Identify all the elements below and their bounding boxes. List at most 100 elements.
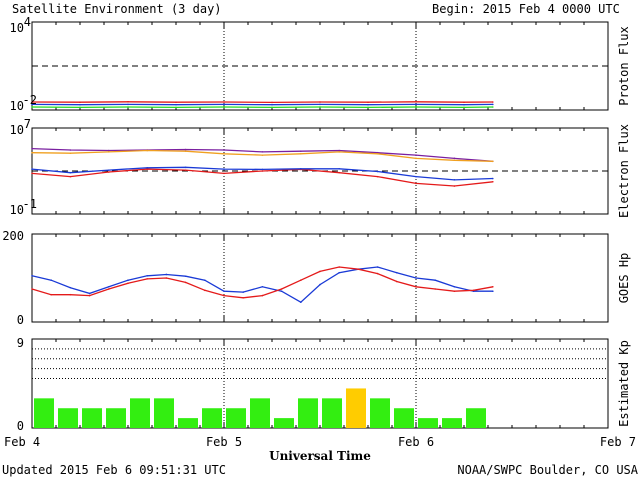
- goes-hp-series-1: [31, 266, 493, 299]
- proton-series-1-point: [175, 103, 177, 106]
- electron-ytick-top: 10: [10, 123, 24, 137]
- electron-series-2-point: [31, 172, 33, 175]
- goes-hp-series-0-point: [434, 279, 437, 282]
- electron-series-0-point: [69, 149, 72, 151]
- goes-hp-series-0-point: [415, 277, 417, 279]
- electron-series-1-point: [184, 150, 187, 152]
- electron-flux-panel: 10 710-1 Electron Flux: [10, 117, 631, 218]
- electron-series-0-point: [31, 147, 33, 150]
- proton-ytick-top: 10: [10, 21, 24, 35]
- proton-series-0: [31, 101, 493, 104]
- x-tick-feb7: Feb 7: [600, 435, 636, 449]
- electron-series-3-point: [376, 170, 379, 173]
- proton-series-0-point: [367, 101, 369, 104]
- kp-bar: [154, 398, 174, 428]
- kp-bar: [298, 398, 318, 428]
- kp-bar: [250, 398, 270, 428]
- electron-series-2-point: [415, 182, 417, 185]
- proton-series-1-point: [367, 103, 369, 106]
- kp-bar: [394, 408, 414, 428]
- electron-ytick-bottom: 10: [10, 203, 24, 217]
- kp-ytick-top: 9: [17, 336, 24, 350]
- proton-series-2-point: [271, 106, 273, 109]
- kp-bar: [58, 408, 78, 428]
- goes-hp-series-0-point: [108, 286, 110, 288]
- kp-bar: [82, 408, 102, 428]
- goes-hp-series-1-point: [434, 288, 437, 290]
- goes-hp-series-0-point: [396, 271, 398, 274]
- electron-series-3-point: [300, 168, 302, 170]
- proton-series-2-point: [223, 106, 225, 108]
- proton-series-1-point: [319, 103, 321, 106]
- proton-series-1-point: [415, 103, 417, 106]
- proton-ytick-top-exponent: 4: [24, 15, 31, 29]
- proton-series-1-point: [79, 103, 81, 106]
- electron-series-0-point: [108, 149, 110, 152]
- proton-ytick-bottom: 10: [10, 99, 24, 113]
- proton-series-0-point: [127, 101, 129, 103]
- kp-bar: [178, 418, 198, 428]
- proton-series-1-point: [492, 103, 494, 106]
- goes-hp-series-0-point: [492, 290, 494, 293]
- goes-hp-series-1-point: [280, 288, 283, 290]
- electron-series-3-point: [415, 175, 417, 178]
- electron-series-3-point: [492, 177, 494, 180]
- goes-ytick-bottom: 0: [17, 313, 24, 327]
- kp-bar: [346, 388, 366, 428]
- electron-series-2-point: [108, 171, 110, 173]
- proton-series-0-point: [415, 101, 417, 103]
- panel-frame: [31, 21, 609, 111]
- electron-series-1-point: [415, 157, 417, 160]
- electron-series-2-point: [261, 170, 264, 172]
- x-axis-label: Universal Time: [269, 449, 371, 463]
- goes-hp-series-0-point: [300, 301, 302, 304]
- kp-bar: [34, 398, 54, 428]
- proton-series-1-point: [127, 103, 129, 106]
- proton-series-0-point: [175, 101, 177, 104]
- goes-hp-series-1-point: [31, 288, 33, 290]
- electron-series-1-point: [108, 151, 110, 153]
- proton-series-1-point: [31, 103, 33, 106]
- goes-hp-series-1-point: [492, 286, 494, 288]
- proton-series-0-point: [492, 101, 494, 103]
- goes-hp-series-0-point: [146, 275, 148, 277]
- electron-series-1-point: [31, 151, 33, 154]
- goes-hp-series-0-point: [376, 266, 379, 268]
- goes-hp-series-1-point: [108, 288, 110, 290]
- electron-series-3-point: [69, 171, 72, 174]
- goes-hp-series-0-point: [453, 286, 456, 288]
- kp-bar: [226, 408, 246, 428]
- goes-hp-series-0-point: [88, 292, 91, 295]
- goes-hp-series-0-point: [204, 279, 206, 282]
- electron-series-0-point: [223, 149, 225, 151]
- goes-hp-series-0-point: [184, 275, 187, 278]
- electron-series-1-point: [376, 152, 379, 155]
- goes-hp-series-1-point: [204, 289, 206, 292]
- estimated-kp-panel: 9 0 Estimated Kp: [17, 336, 631, 433]
- goes-hp-series-0-point: [127, 279, 129, 282]
- proton-series-1-point: [463, 103, 465, 106]
- electron-series-0-point: [415, 154, 417, 156]
- electron-ytick-bottom-exponent: -1: [23, 197, 37, 211]
- goes-hp-series-0-point: [338, 271, 341, 274]
- proton-series-1-point: [223, 103, 225, 106]
- proton-series-0-point: [79, 101, 81, 104]
- goes-hp-series-0-point: [31, 275, 33, 277]
- electron-series-2-point: [376, 175, 379, 178]
- goes-hp-series-1-point: [415, 286, 417, 288]
- goes-hp-series-0-point: [165, 273, 168, 276]
- goes-hp-series-0-point: [223, 290, 225, 293]
- goes-hp-series-1-point: [319, 270, 321, 273]
- goes-hp-series-1-point: [127, 282, 129, 285]
- goes-hp-panel: 200 0 GOES Hp: [2, 229, 631, 327]
- goes-hp-series-1-point: [338, 266, 341, 268]
- goes-hp-series-1-point: [88, 294, 91, 297]
- electron-series-3-point: [146, 166, 148, 169]
- electron-series-3-point: [453, 179, 456, 181]
- electron-flux-label: Electron Flux: [617, 124, 631, 218]
- goes-hp-series-1-point: [50, 293, 52, 296]
- proton-series-2-point: [79, 106, 81, 109]
- proton-series-1-point: [271, 103, 273, 106]
- electron-series-2-point: [453, 185, 456, 187]
